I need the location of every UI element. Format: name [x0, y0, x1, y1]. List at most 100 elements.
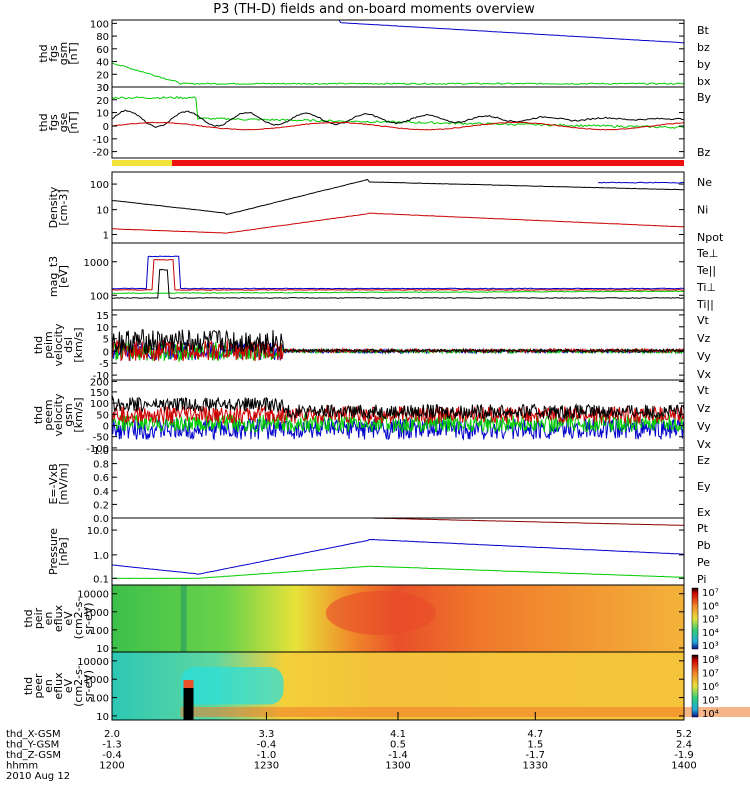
- legend-Vt: Vt: [697, 314, 710, 327]
- ylabel-line: peem: [42, 399, 55, 430]
- ytick-label: 0: [103, 83, 109, 94]
- ytick-label: 1: [103, 230, 109, 241]
- ytick-label: 0.4: [93, 487, 109, 498]
- legend-Ni: Ni: [697, 204, 708, 217]
- ylabel-line: gsm: [57, 42, 70, 65]
- ylabel-line: eV: [62, 611, 75, 626]
- xtick-label: 1400: [671, 761, 696, 772]
- legend-Ne: Ne: [697, 176, 712, 189]
- pressure-trace: [111, 538, 685, 575]
- ytick-label: 10: [96, 323, 109, 334]
- panel-temp: 100 1000 mag_t3[eV] Te⊥ Te|| Ti⊥ Ti||: [47, 242, 718, 311]
- xtick-label: 2.0: [104, 729, 120, 740]
- ytick-label: 200: [90, 377, 109, 388]
- ytick-label: 1000: [84, 675, 109, 686]
- peem_vel-trace: [111, 395, 685, 421]
- ylabel-line: [mV/m]: [57, 463, 70, 504]
- colorbar-label: 10⁷: [702, 669, 719, 680]
- ytick-label: 10.0: [87, 526, 109, 537]
- ytick-label: 1000: [84, 608, 109, 619]
- date-label: 2010 Aug 12: [6, 771, 70, 782]
- colorbar-label: 10⁵: [702, 696, 719, 707]
- peim_vel-trace: [111, 340, 685, 362]
- ylabel-line: [cm-3]: [57, 189, 70, 225]
- ytick-label: 0.8: [93, 460, 109, 471]
- ylabel-line: [nT]: [67, 42, 80, 64]
- panel-efield: 0.0 0.2 0.4 0.6 0.8 1.0 E=-VxB[mV/m] Ez Ey Ex: [47, 446, 711, 525]
- ytick-label: 0.2: [93, 500, 109, 511]
- density-trace: [111, 178, 685, 215]
- colorbar-label: 10⁶: [702, 682, 719, 693]
- legend-Pb: Pb: [697, 539, 711, 552]
- xtick-label: -0.4: [102, 750, 122, 761]
- mode-bar-slow: [112, 160, 172, 166]
- xtick-label: 1300: [385, 761, 410, 772]
- xtick-label: 2.4: [676, 740, 692, 751]
- legend-Ti||: Ti||: [696, 298, 714, 311]
- ytick-label: 40: [96, 58, 109, 69]
- legend-Ey: Ey: [697, 480, 711, 493]
- peim_vel-trace: [111, 329, 685, 356]
- ele-gap: [183, 685, 194, 720]
- fgs_dsl-trace: [111, 95, 685, 129]
- ytick-label: -20: [93, 148, 109, 159]
- temp-trace: [111, 255, 685, 290]
- ylabel-line: (cm2-s-: [72, 598, 85, 640]
- ytick-label: 80: [96, 32, 109, 43]
- legend-Pt: Pt: [697, 522, 709, 535]
- density-trace: [598, 181, 685, 184]
- ytick-label: 150: [90, 388, 109, 399]
- legend-Te||: Te||: [696, 264, 716, 277]
- ytick-label: 0.1: [93, 574, 109, 585]
- ele-lowband: [180, 707, 750, 717]
- ytick-label: 0: [103, 122, 109, 133]
- ylabel-line: peir: [32, 607, 45, 629]
- ion-peak: [325, 591, 436, 635]
- ylabel-line: mag_t3: [47, 256, 60, 297]
- xtick-label: 1330: [523, 761, 548, 772]
- ytick-label: 10: [96, 712, 109, 723]
- ytick-label: 10000: [77, 590, 109, 601]
- ytick-label: -10: [93, 371, 109, 382]
- xrow-label: hhmm: [6, 761, 38, 772]
- legend-Pi: Pi: [697, 573, 706, 586]
- legend-bx: bx: [697, 75, 711, 88]
- ytick-label: 20: [96, 70, 109, 81]
- ytick-label: 100: [90, 180, 109, 191]
- chart-title: P3 (TH-D) fields and on-board moments ov…: [213, 2, 535, 17]
- mode-bar-fast: [172, 160, 684, 166]
- ytick-label: -100: [86, 444, 109, 455]
- legend-Vx: Vx: [697, 438, 712, 451]
- ytick-label: 100: [90, 626, 109, 637]
- ytick-label: 10: [96, 206, 109, 217]
- legend-Npot: Npot: [697, 231, 724, 244]
- xtick-label: 1200: [99, 761, 124, 772]
- ion-stripe: [180, 585, 187, 652]
- ytick-label: -5: [99, 359, 109, 370]
- pressure-trace: [112, 565, 685, 579]
- ytick-label: 0.6: [93, 473, 109, 484]
- legend-Te⊥: Te⊥: [696, 247, 718, 260]
- ylabel-line: fgs: [47, 114, 60, 131]
- ylabel-line: (cm2-s-: [72, 665, 85, 707]
- ytick-label: 1.0: [93, 446, 109, 457]
- ytick-label: -10: [93, 135, 109, 146]
- ion_spec-colorbar: [691, 587, 699, 650]
- legend-Vy: Vy: [697, 350, 711, 363]
- ele_spec-colorbar: [691, 654, 699, 718]
- colorbar-label: 10⁵: [702, 615, 719, 626]
- ylabel-line: velocity: [52, 393, 65, 436]
- xrow-label: thd_Y-GSM: [6, 740, 59, 751]
- xtick-label: 1.5: [527, 740, 543, 751]
- ytick-label: 10000: [77, 657, 109, 668]
- temp-trace: [112, 258, 684, 291]
- ylabel-line: thd: [37, 44, 50, 62]
- legend-Ez: Ez: [697, 454, 710, 467]
- xtick-label: 4.7: [527, 729, 543, 740]
- ytick-label: 10: [96, 109, 109, 120]
- ytick-label: 0.0: [93, 514, 109, 525]
- panel-pressure: 0.1 1.0 10.0 Pressure[nPa] Pt Pb Pe Pi: [47, 517, 711, 586]
- pressure-trace: [369, 517, 684, 526]
